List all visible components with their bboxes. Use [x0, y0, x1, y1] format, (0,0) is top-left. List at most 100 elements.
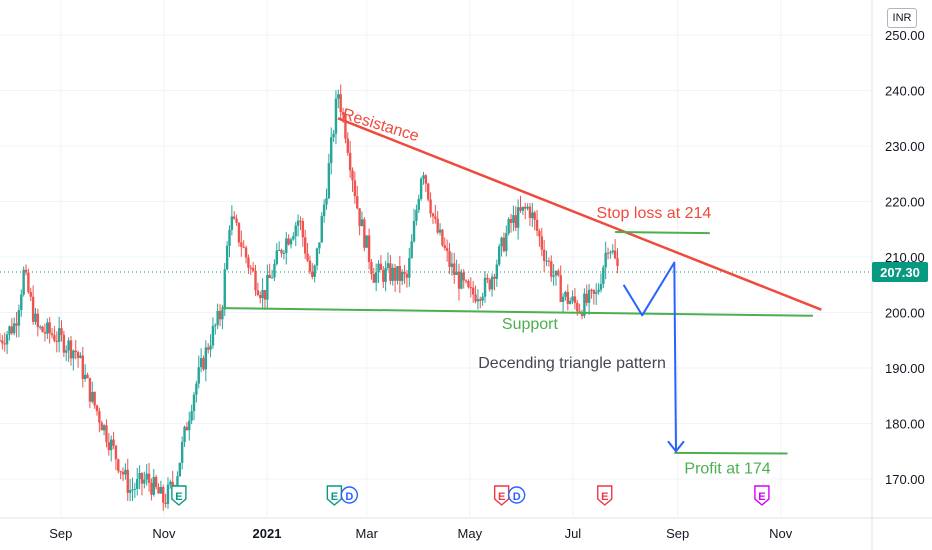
- support-label: Support: [502, 316, 559, 333]
- candle-body: [136, 479, 139, 489]
- candle-body: [564, 291, 567, 297]
- candle-body: [294, 225, 297, 237]
- price-axis: 250.00 240.00 230.00 220.00 210.00 200.00 190.…: [885, 28, 925, 487]
- x-tick-label: Sep: [666, 526, 689, 541]
- candle-body: [10, 326, 14, 334]
- candle-body: [391, 267, 394, 281]
- candle-body: [233, 216, 236, 219]
- earnings-marker[interactable]: E: [493, 485, 510, 506]
- candle-body: [273, 263, 276, 278]
- candle-body: [429, 199, 432, 214]
- candle-body: [448, 251, 451, 267]
- candle-body: [183, 426, 186, 443]
- x-tick-label: Sep: [49, 526, 72, 541]
- candle-body: [493, 276, 496, 279]
- earnings-marker[interactable]: E: [597, 485, 613, 506]
- candle-body: [230, 216, 234, 230]
- candle-body: [218, 310, 222, 320]
- candle-body: [427, 183, 430, 200]
- y-tick-label: 180.00: [885, 417, 925, 432]
- earnings-shape: [597, 485, 613, 506]
- candle-body: [410, 241, 413, 259]
- candle-body: [332, 133, 335, 138]
- candle-body: [363, 219, 366, 248]
- candle-body: [389, 263, 392, 281]
- candle-body: [453, 263, 456, 275]
- candle-body: [330, 137, 333, 164]
- candle-body: [176, 476, 179, 490]
- candle-body: [318, 242, 321, 249]
- candle-body: [374, 272, 378, 283]
- candle-body: [348, 152, 352, 171]
- candle-body: [597, 289, 600, 293]
- candle-body: [46, 322, 49, 334]
- candle-body: [235, 218, 238, 223]
- candle-body: [169, 481, 172, 485]
- candle-body: [275, 250, 279, 264]
- candle-body: [393, 267, 397, 281]
- candle-body: [595, 292, 598, 294]
- candle-body: [204, 347, 208, 370]
- earnings-marker[interactable]: E: [326, 485, 343, 506]
- event-letter: D: [513, 491, 521, 503]
- pattern-label: Decending triangle pattern: [478, 355, 666, 372]
- candle-body: [242, 246, 245, 248]
- candle-body: [112, 439, 115, 446]
- candle-body: [554, 270, 558, 276]
- y-tick-label: 250.00: [885, 28, 925, 43]
- candle-body: [289, 239, 293, 245]
- x-tick-label: Nov: [769, 526, 793, 541]
- candle-body: [225, 245, 229, 270]
- currency-label[interactable]: INR: [887, 8, 917, 28]
- candle-body: [8, 326, 11, 335]
- candle-body: [76, 352, 80, 359]
- candle-body: [114, 445, 118, 460]
- candle-body: [138, 473, 141, 480]
- candle-body: [616, 258, 619, 266]
- candle-body: [386, 263, 390, 268]
- candle-body: [268, 274, 271, 278]
- candle-body: [34, 313, 37, 322]
- candle-body: [441, 229, 444, 246]
- candle-body: [270, 277, 274, 279]
- candle-body: [341, 112, 345, 116]
- candle-body: [443, 245, 446, 249]
- candle-body: [48, 322, 51, 334]
- candle-body: [585, 293, 588, 303]
- dividend-marker[interactable]: D: [340, 486, 359, 504]
- candle-body: [573, 296, 577, 303]
- support-line: [221, 307, 813, 317]
- candle-body: [524, 206, 527, 209]
- candle-body: [514, 215, 517, 228]
- candle-body: [519, 207, 522, 211]
- candle-body: [509, 219, 513, 223]
- x-tick-label: Nov: [152, 526, 176, 541]
- earnings-marker[interactable]: E: [171, 485, 187, 506]
- candle-body: [31, 296, 35, 322]
- candle-body: [0, 340, 2, 342]
- candle-body: [568, 301, 572, 304]
- candle-body: [190, 411, 193, 421]
- candle-body: [382, 269, 385, 282]
- candle-body: [412, 221, 416, 242]
- candle-body: [313, 265, 316, 277]
- candle-body: [566, 291, 570, 304]
- candle-body: [401, 271, 404, 281]
- candle-body: [140, 473, 144, 484]
- candle-body: [154, 476, 158, 488]
- candle-body: [571, 296, 574, 302]
- candle-body: [384, 267, 387, 282]
- candle-body: [185, 426, 189, 431]
- event-letter: E: [175, 491, 182, 503]
- candle-body: [370, 262, 373, 274]
- candle-body: [436, 218, 439, 233]
- candle-body: [346, 138, 349, 153]
- candle-body: [105, 425, 108, 443]
- time-axis: Sep Nov 2021 Mar May Jul Sep Nov: [49, 526, 793, 541]
- event-letter: E: [758, 491, 765, 503]
- candle-body: [157, 487, 160, 494]
- candle-body: [320, 216, 323, 243]
- dividend-marker[interactable]: D: [507, 486, 526, 504]
- candle-body: [533, 212, 536, 220]
- earnings-marker[interactable]: E: [754, 485, 770, 506]
